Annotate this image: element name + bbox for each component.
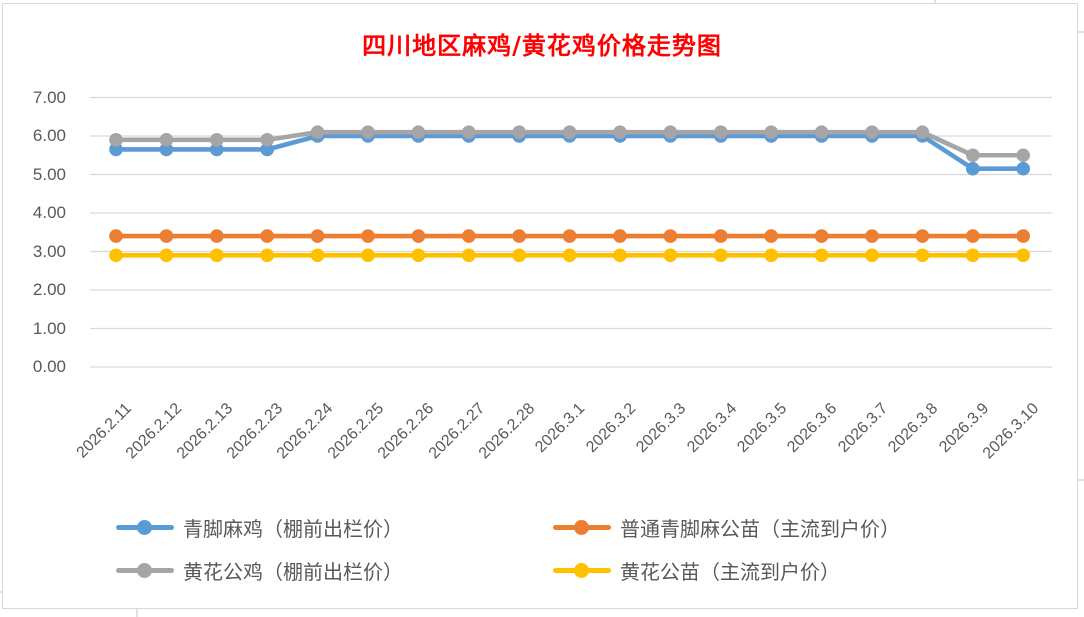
data-point-marker	[109, 142, 123, 157]
data-point-marker	[814, 248, 829, 263]
data-point-marker	[159, 248, 174, 263]
data-point-marker	[411, 125, 426, 139]
data-point-marker	[260, 229, 275, 243]
data-point-marker	[915, 125, 930, 139]
legend-item-0: 青脚麻鸡（棚前出栏价）	[116, 512, 553, 542]
data-point-marker	[865, 248, 879, 263]
y-axis-tick-label: 5.00	[32, 164, 66, 184]
y-axis-tick-label: 1.00	[32, 318, 66, 338]
data-point-marker	[613, 229, 627, 243]
data-point-marker	[562, 125, 577, 139]
data-point-marker	[462, 125, 476, 139]
y-axis-tick-label: 4.00	[32, 203, 66, 222]
data-point-marker	[714, 229, 728, 243]
data-point-marker	[966, 248, 980, 263]
data-point-marker	[814, 229, 829, 243]
data-point-marker	[1016, 229, 1030, 243]
data-point-marker	[966, 148, 980, 163]
data-point-marker	[1016, 161, 1030, 176]
data-point-marker	[663, 229, 678, 243]
data-point-marker	[562, 229, 577, 243]
data-point-marker	[210, 229, 224, 243]
data-point-marker	[1016, 248, 1030, 263]
data-point-marker	[210, 142, 224, 157]
data-point-marker	[159, 229, 174, 243]
data-point-marker	[462, 229, 476, 243]
data-point-marker	[966, 229, 980, 243]
data-point-marker	[159, 142, 174, 157]
data-point-marker	[210, 133, 224, 147]
legend-item-label: 黄花公鸡（棚前出栏价）	[183, 559, 403, 584]
data-point-marker	[714, 248, 728, 263]
data-point-marker	[361, 248, 375, 263]
data-point-marker	[260, 142, 275, 157]
data-point-marker	[714, 125, 728, 139]
legend-line-marker-icon	[116, 562, 174, 578]
chart-title: 四川地区麻鸡/黄花鸡价格走势图	[362, 31, 722, 60]
legend-line-marker-icon	[553, 519, 611, 535]
legend-item-3: 黄花公苗（主流到户价）	[553, 555, 900, 585]
legend-item-2: 黄花公鸡（棚前出栏价）	[116, 555, 553, 585]
data-point-marker	[613, 125, 627, 139]
data-point-marker	[764, 248, 778, 263]
data-point-marker	[210, 248, 224, 263]
data-point-marker	[915, 229, 930, 243]
legend-line-marker-icon	[553, 562, 611, 578]
y-axis-tick-label: 3.00	[32, 241, 66, 261]
data-point-marker	[865, 229, 879, 243]
legend-item-1: 普通青脚麻公苗（主流到户价）	[553, 512, 900, 542]
data-point-marker	[260, 248, 275, 263]
data-point-marker	[260, 133, 275, 147]
legend-item-label: 普通青脚麻公苗（主流到户价）	[620, 516, 900, 541]
data-point-marker	[613, 248, 627, 263]
data-point-marker	[915, 248, 930, 263]
data-point-marker	[814, 125, 829, 139]
data-point-marker	[512, 229, 526, 243]
y-axis-tick-label: 2.00	[32, 280, 66, 299]
data-point-marker	[361, 125, 375, 139]
legend: 青脚麻鸡（棚前出栏价） 普通青脚麻公苗（主流到户价） 黄花公鸡（棚前出栏价） 黄花公苗…	[116, 512, 900, 585]
data-point-marker	[512, 125, 526, 139]
data-point-marker	[310, 248, 325, 263]
data-point-marker	[411, 248, 426, 263]
legend-marker-dot	[137, 519, 152, 535]
data-point-marker	[764, 229, 778, 243]
data-point-marker	[663, 248, 678, 263]
data-point-marker	[865, 125, 879, 139]
legend-line-marker-icon	[116, 519, 174, 535]
data-point-marker	[966, 161, 980, 176]
legend-item-label: 青脚麻鸡（棚前出栏价）	[183, 516, 403, 541]
y-axis-tick-label: 0.00	[32, 357, 66, 376]
data-point-marker	[462, 248, 476, 263]
data-point-marker	[310, 229, 325, 243]
y-axis-tick-label: 6.00	[32, 126, 66, 145]
legend-marker-dot	[574, 562, 589, 578]
data-point-marker	[109, 248, 123, 263]
y-axis-tick-label: 7.00	[32, 87, 66, 107]
legend-marker-dot	[574, 519, 589, 535]
data-point-marker	[361, 229, 375, 243]
data-point-marker	[109, 133, 123, 147]
data-point-marker	[663, 125, 678, 139]
data-point-marker	[1016, 148, 1030, 163]
legend-marker-dot	[137, 562, 152, 578]
data-point-marker	[109, 229, 123, 243]
data-point-marker	[512, 248, 526, 263]
data-point-marker	[310, 125, 325, 139]
data-point-marker	[562, 248, 577, 263]
data-point-marker	[764, 125, 778, 139]
legend-item-label: 黄花公苗（主流到户价）	[620, 559, 840, 584]
data-point-marker	[411, 229, 426, 243]
data-point-marker	[159, 133, 174, 147]
